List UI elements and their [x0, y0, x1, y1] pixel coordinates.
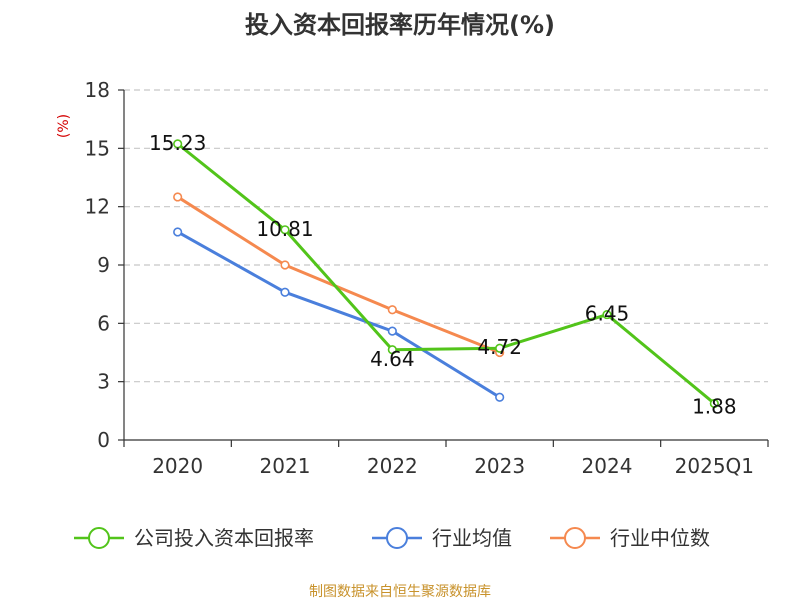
- data-point: [495, 343, 505, 353]
- series-line: [176, 142, 716, 405]
- series-layer: [173, 139, 719, 409]
- data-labels: 15.23 10.81 4.64 4.72 6.45 1.88: [149, 131, 737, 419]
- x-tick-label: 2024: [582, 454, 633, 478]
- data-point: [495, 392, 505, 402]
- data-label: 4.64: [370, 347, 415, 371]
- data-label: 15.23: [149, 131, 206, 155]
- data-point: [387, 305, 397, 315]
- data-point: [280, 225, 290, 235]
- legend-item[interactable]: 行业均值: [372, 526, 512, 550]
- series-0: [173, 139, 719, 409]
- data-point: [602, 309, 612, 320]
- y-tick-label: 15: [85, 136, 110, 160]
- data-point: [280, 260, 290, 270]
- x-tick-label: 2025Q1: [675, 454, 754, 478]
- legend-marker: [88, 527, 110, 549]
- x-tick-label: 2020: [152, 454, 203, 478]
- data-point: [173, 139, 183, 149]
- data-label: 4.72: [477, 335, 522, 359]
- data-point: [173, 227, 183, 237]
- data-point: [387, 326, 397, 336]
- series-line: [176, 230, 501, 399]
- data-point: [280, 287, 290, 297]
- series-line: [176, 195, 501, 354]
- data-point: [709, 398, 719, 409]
- series-2: [173, 192, 505, 358]
- chart-title: 投入资本回报率历年情况(%): [245, 11, 555, 39]
- data-label: 1.88: [692, 394, 737, 418]
- legend-marker: [386, 527, 408, 549]
- y-tick-label: 6: [97, 311, 110, 335]
- legend-label: 公司投入资本回报率: [134, 526, 314, 550]
- data-label: 10.81: [256, 217, 313, 241]
- x-tick-label: 2023: [474, 454, 525, 478]
- x-tick-label: 2022: [367, 454, 418, 478]
- data-point: [387, 345, 397, 355]
- legend-label: 行业均值: [432, 526, 512, 550]
- data-point: [173, 192, 183, 202]
- legend-item[interactable]: 行业中位数: [550, 526, 710, 550]
- data-label: 6.45: [585, 302, 630, 326]
- legend: 公司投入资本回报率 行业均值 行业中位数: [74, 526, 710, 550]
- y-tick-label: 18: [85, 78, 110, 102]
- axes: 0 3 6 9 12 15 18 2020 2021 2022 2023 2024 2025Q1: [85, 78, 769, 478]
- series-1: [173, 227, 505, 402]
- x-tick-label: 2021: [260, 454, 311, 478]
- grid: [124, 89, 768, 383]
- legend-item[interactable]: 公司投入资本回报率: [74, 526, 314, 550]
- y-tick-label: 3: [97, 370, 110, 394]
- source-note: 制图数据来自恒生聚源数据库: [309, 584, 491, 600]
- legend-label: 行业中位数: [610, 526, 710, 550]
- legend-marker: [564, 527, 586, 549]
- y-tick-label: 0: [97, 428, 110, 452]
- y-tick-label: 12: [85, 195, 110, 219]
- y-axis-label: (%): [56, 114, 72, 138]
- y-tick-label: 9: [97, 253, 110, 277]
